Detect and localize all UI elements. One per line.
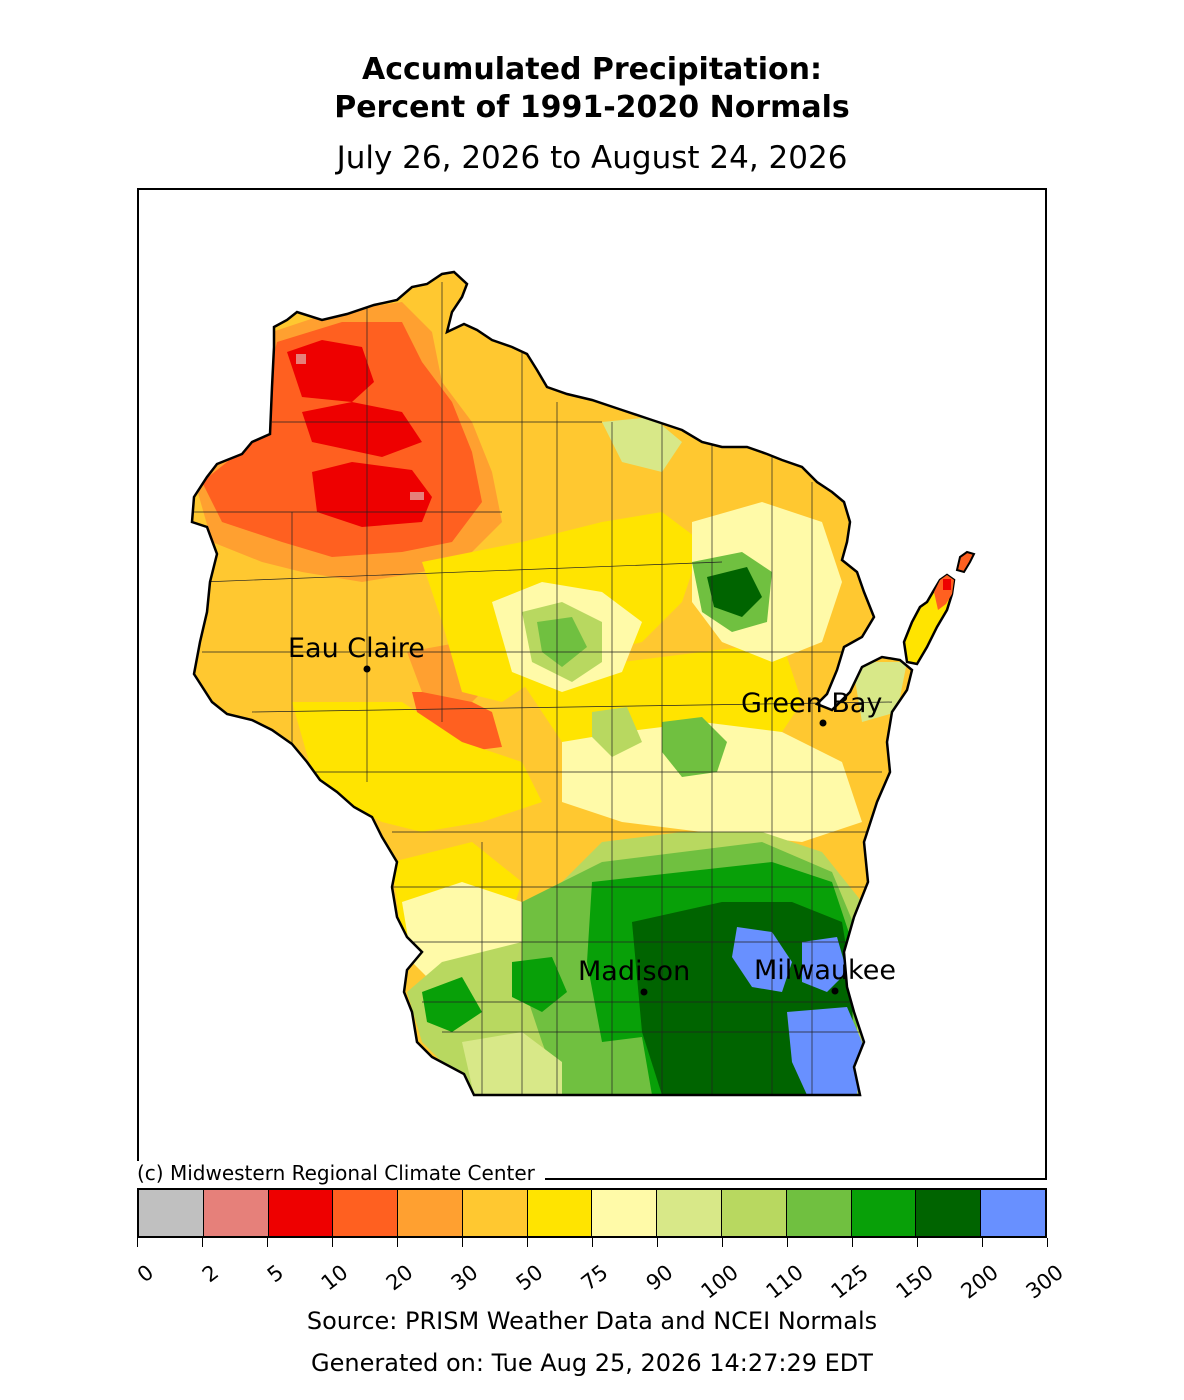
legend-swatch	[527, 1190, 593, 1236]
generated-timestamp: Generated on: Tue Aug 25, 2026 14:27:29 …	[311, 1349, 873, 1377]
legend-tick	[461, 1238, 463, 1247]
legend-tick	[526, 1238, 528, 1247]
legend-tick-label: 300	[1021, 1260, 1068, 1304]
legend-tick	[981, 1238, 983, 1247]
legend-tick-label: 2	[197, 1260, 223, 1288]
legend-tick-label: 0	[132, 1260, 158, 1288]
legend-swatch	[333, 1190, 399, 1236]
legend-tick	[916, 1238, 918, 1247]
legend-swatch	[722, 1190, 787, 1236]
city-marker-milwaukee	[831, 987, 839, 995]
city-label-madison: Madison	[578, 956, 691, 987]
legend-swatch	[592, 1190, 658, 1236]
map-frame	[137, 188, 1047, 1180]
legend-tick-label: 200	[956, 1260, 1003, 1304]
legend-swatch	[916, 1190, 982, 1236]
precipitation-map	[190, 270, 976, 1097]
legend-tick	[1046, 1238, 1048, 1247]
map-title-line1: Accumulated Precipitation:	[361, 52, 823, 87]
legend-tick-label: 150	[891, 1260, 938, 1304]
legend-tick-label: 110	[761, 1260, 808, 1304]
legend-swatch	[268, 1190, 334, 1236]
map-title-line2: Percent of 1991-2020 Normals	[334, 90, 850, 125]
legend-swatch	[851, 1190, 917, 1236]
legend-colorbar	[137, 1188, 1047, 1238]
city-label-eau-claire: Eau Claire	[288, 633, 425, 664]
legend-tick	[721, 1238, 723, 1247]
legend-tick	[786, 1238, 788, 1247]
legend-tick-label: 10	[316, 1260, 353, 1296]
legend-tick	[266, 1238, 268, 1247]
legend-tick	[851, 1238, 853, 1247]
copyright-notice: (c) Midwestern Regional Climate Center	[137, 1161, 545, 1185]
city-marker-eau-claire	[363, 665, 371, 673]
legend-swatch	[203, 1190, 269, 1236]
county-borders	[192, 282, 893, 1095]
legend-swatch	[462, 1190, 528, 1236]
legend-tick-label: 90	[641, 1260, 678, 1296]
state-outline	[190, 270, 914, 1097]
date-range: July 26, 2026 to August 24, 2026	[336, 140, 848, 176]
legend-tick-label: 50	[511, 1260, 548, 1296]
legend-tick-label: 20	[381, 1260, 418, 1296]
legend-swatch	[786, 1190, 852, 1236]
legend-tick-label: 5	[262, 1260, 288, 1288]
legend-swatch	[139, 1190, 204, 1236]
legend-tick	[656, 1238, 658, 1247]
legend-tick-label: 125	[826, 1260, 873, 1304]
legend-swatch	[981, 1190, 1045, 1236]
legend-swatch	[398, 1190, 463, 1236]
legend-tick	[136, 1238, 138, 1247]
legend-tick-label: 75	[576, 1260, 613, 1296]
legend-tick	[396, 1238, 398, 1247]
city-marker-madison	[640, 988, 648, 996]
city-marker-green-bay	[819, 719, 827, 727]
legend-tick-label: 30	[446, 1260, 483, 1296]
source-note: Source: PRISM Weather Data and NCEI Norm…	[306, 1307, 878, 1335]
city-label-milwaukee: Milwaukee	[754, 955, 896, 986]
legend-tick	[331, 1238, 333, 1247]
legend-swatch	[657, 1190, 723, 1236]
city-label-green-bay: Green Bay	[741, 688, 883, 719]
legend-tick	[201, 1238, 203, 1247]
legend-tick-label: 100	[696, 1260, 743, 1304]
legend-tick	[591, 1238, 593, 1247]
